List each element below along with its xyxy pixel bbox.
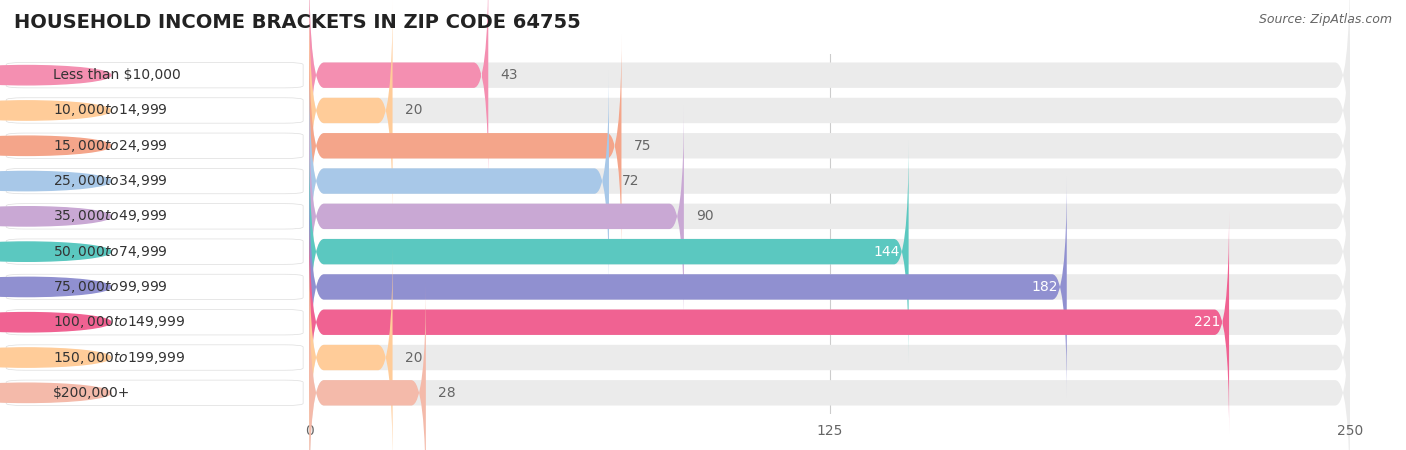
Text: 28: 28 bbox=[439, 386, 456, 400]
Circle shape bbox=[0, 66, 111, 85]
Text: $75,000 to $99,999: $75,000 to $99,999 bbox=[52, 279, 167, 295]
Text: 75: 75 bbox=[634, 139, 651, 153]
Circle shape bbox=[0, 242, 111, 261]
FancyBboxPatch shape bbox=[309, 282, 1350, 450]
FancyBboxPatch shape bbox=[309, 247, 1350, 450]
Circle shape bbox=[0, 383, 111, 402]
Text: HOUSEHOLD INCOME BRACKETS IN ZIP CODE 64755: HOUSEHOLD INCOME BRACKETS IN ZIP CODE 64… bbox=[14, 14, 581, 32]
FancyBboxPatch shape bbox=[6, 133, 304, 158]
Circle shape bbox=[0, 207, 111, 226]
FancyBboxPatch shape bbox=[309, 106, 683, 327]
Text: 20: 20 bbox=[405, 104, 423, 117]
Text: 221: 221 bbox=[1194, 315, 1220, 329]
Text: 72: 72 bbox=[621, 174, 638, 188]
Text: $100,000 to $149,999: $100,000 to $149,999 bbox=[52, 314, 186, 330]
Text: 43: 43 bbox=[501, 68, 519, 82]
Text: 20: 20 bbox=[405, 351, 423, 364]
FancyBboxPatch shape bbox=[309, 247, 392, 450]
FancyBboxPatch shape bbox=[6, 63, 304, 88]
FancyBboxPatch shape bbox=[6, 98, 304, 123]
FancyBboxPatch shape bbox=[309, 212, 1350, 433]
Text: 144: 144 bbox=[875, 245, 900, 259]
FancyBboxPatch shape bbox=[309, 141, 908, 362]
Circle shape bbox=[0, 348, 111, 367]
FancyBboxPatch shape bbox=[309, 282, 426, 450]
Circle shape bbox=[0, 171, 111, 191]
Text: $15,000 to $24,999: $15,000 to $24,999 bbox=[52, 138, 167, 154]
Text: Less than $10,000: Less than $10,000 bbox=[52, 68, 180, 82]
FancyBboxPatch shape bbox=[309, 176, 1350, 398]
Circle shape bbox=[0, 136, 111, 155]
FancyBboxPatch shape bbox=[6, 380, 304, 405]
Circle shape bbox=[0, 277, 111, 297]
FancyBboxPatch shape bbox=[6, 239, 304, 264]
Text: $35,000 to $49,999: $35,000 to $49,999 bbox=[52, 208, 167, 225]
FancyBboxPatch shape bbox=[309, 35, 621, 256]
Text: $150,000 to $199,999: $150,000 to $199,999 bbox=[52, 350, 186, 365]
Circle shape bbox=[0, 313, 111, 332]
FancyBboxPatch shape bbox=[309, 70, 609, 292]
FancyBboxPatch shape bbox=[309, 0, 1350, 221]
FancyBboxPatch shape bbox=[6, 274, 304, 300]
FancyBboxPatch shape bbox=[309, 0, 488, 186]
FancyBboxPatch shape bbox=[309, 106, 1350, 327]
FancyBboxPatch shape bbox=[309, 35, 1350, 256]
Text: 182: 182 bbox=[1032, 280, 1059, 294]
FancyBboxPatch shape bbox=[309, 70, 1350, 292]
Text: $200,000+: $200,000+ bbox=[52, 386, 129, 400]
Text: $10,000 to $14,999: $10,000 to $14,999 bbox=[52, 103, 167, 118]
FancyBboxPatch shape bbox=[309, 176, 1067, 398]
FancyBboxPatch shape bbox=[309, 0, 1350, 186]
FancyBboxPatch shape bbox=[6, 345, 304, 370]
FancyBboxPatch shape bbox=[6, 168, 304, 194]
Text: $50,000 to $74,999: $50,000 to $74,999 bbox=[52, 243, 167, 260]
FancyBboxPatch shape bbox=[309, 212, 1229, 433]
FancyBboxPatch shape bbox=[6, 310, 304, 335]
Text: $25,000 to $34,999: $25,000 to $34,999 bbox=[52, 173, 167, 189]
Text: Source: ZipAtlas.com: Source: ZipAtlas.com bbox=[1258, 14, 1392, 27]
Text: 90: 90 bbox=[696, 209, 714, 223]
FancyBboxPatch shape bbox=[309, 0, 392, 221]
FancyBboxPatch shape bbox=[309, 141, 1350, 362]
FancyBboxPatch shape bbox=[6, 204, 304, 229]
Circle shape bbox=[0, 101, 111, 120]
